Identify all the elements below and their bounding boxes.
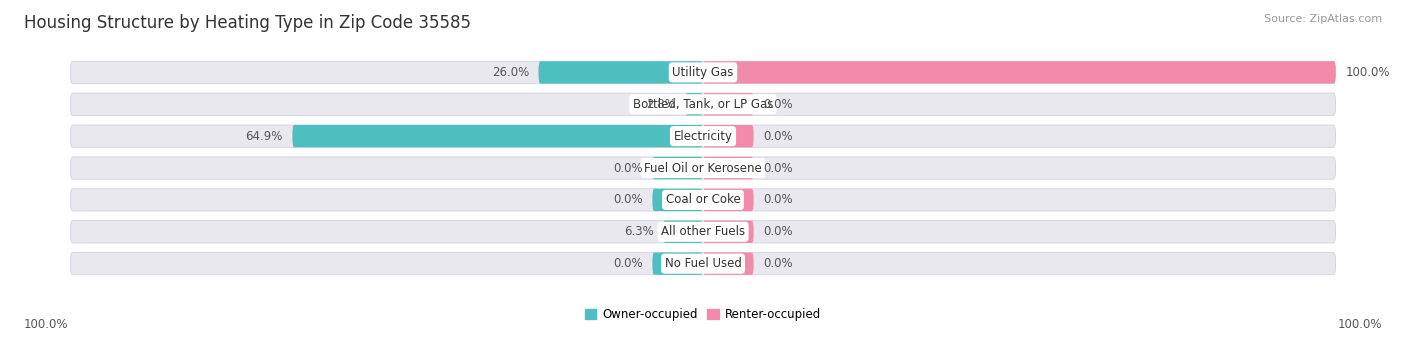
- Text: 0.0%: 0.0%: [763, 257, 793, 270]
- FancyBboxPatch shape: [703, 61, 1336, 84]
- FancyBboxPatch shape: [703, 157, 754, 179]
- FancyBboxPatch shape: [703, 93, 754, 115]
- FancyBboxPatch shape: [70, 61, 1336, 84]
- FancyBboxPatch shape: [70, 221, 1336, 243]
- Text: No Fuel Used: No Fuel Used: [665, 257, 741, 270]
- FancyBboxPatch shape: [652, 157, 703, 179]
- Text: 100.0%: 100.0%: [1337, 318, 1382, 331]
- Text: Housing Structure by Heating Type in Zip Code 35585: Housing Structure by Heating Type in Zip…: [24, 14, 471, 32]
- Text: Bottled, Tank, or LP Gas: Bottled, Tank, or LP Gas: [633, 98, 773, 111]
- FancyBboxPatch shape: [703, 221, 754, 243]
- Text: All other Fuels: All other Fuels: [661, 225, 745, 238]
- Text: Fuel Oil or Kerosene: Fuel Oil or Kerosene: [644, 162, 762, 175]
- FancyBboxPatch shape: [70, 125, 1336, 147]
- Text: 0.0%: 0.0%: [613, 257, 643, 270]
- Text: 0.0%: 0.0%: [763, 193, 793, 206]
- Text: 26.0%: 26.0%: [492, 66, 529, 79]
- Text: 0.0%: 0.0%: [763, 225, 793, 238]
- FancyBboxPatch shape: [664, 221, 703, 243]
- Text: Utility Gas: Utility Gas: [672, 66, 734, 79]
- FancyBboxPatch shape: [292, 125, 703, 147]
- FancyBboxPatch shape: [652, 189, 703, 211]
- FancyBboxPatch shape: [70, 189, 1336, 211]
- FancyBboxPatch shape: [652, 253, 703, 275]
- FancyBboxPatch shape: [703, 253, 754, 275]
- FancyBboxPatch shape: [538, 61, 703, 84]
- Text: 0.0%: 0.0%: [763, 98, 793, 111]
- Text: 0.0%: 0.0%: [763, 162, 793, 175]
- FancyBboxPatch shape: [70, 93, 1336, 115]
- FancyBboxPatch shape: [685, 93, 703, 115]
- Text: 100.0%: 100.0%: [24, 318, 69, 331]
- Text: Coal or Coke: Coal or Coke: [665, 193, 741, 206]
- Text: 100.0%: 100.0%: [1346, 66, 1389, 79]
- Text: 2.8%: 2.8%: [645, 98, 676, 111]
- Text: 0.0%: 0.0%: [613, 193, 643, 206]
- FancyBboxPatch shape: [70, 157, 1336, 179]
- Text: Electricity: Electricity: [673, 130, 733, 143]
- FancyBboxPatch shape: [70, 253, 1336, 275]
- Text: 0.0%: 0.0%: [613, 162, 643, 175]
- Text: Source: ZipAtlas.com: Source: ZipAtlas.com: [1264, 14, 1382, 24]
- Text: 0.0%: 0.0%: [763, 130, 793, 143]
- Text: 6.3%: 6.3%: [624, 225, 654, 238]
- Legend: Owner-occupied, Renter-occupied: Owner-occupied, Renter-occupied: [579, 303, 827, 325]
- FancyBboxPatch shape: [703, 189, 754, 211]
- FancyBboxPatch shape: [703, 125, 754, 147]
- Text: 64.9%: 64.9%: [246, 130, 283, 143]
